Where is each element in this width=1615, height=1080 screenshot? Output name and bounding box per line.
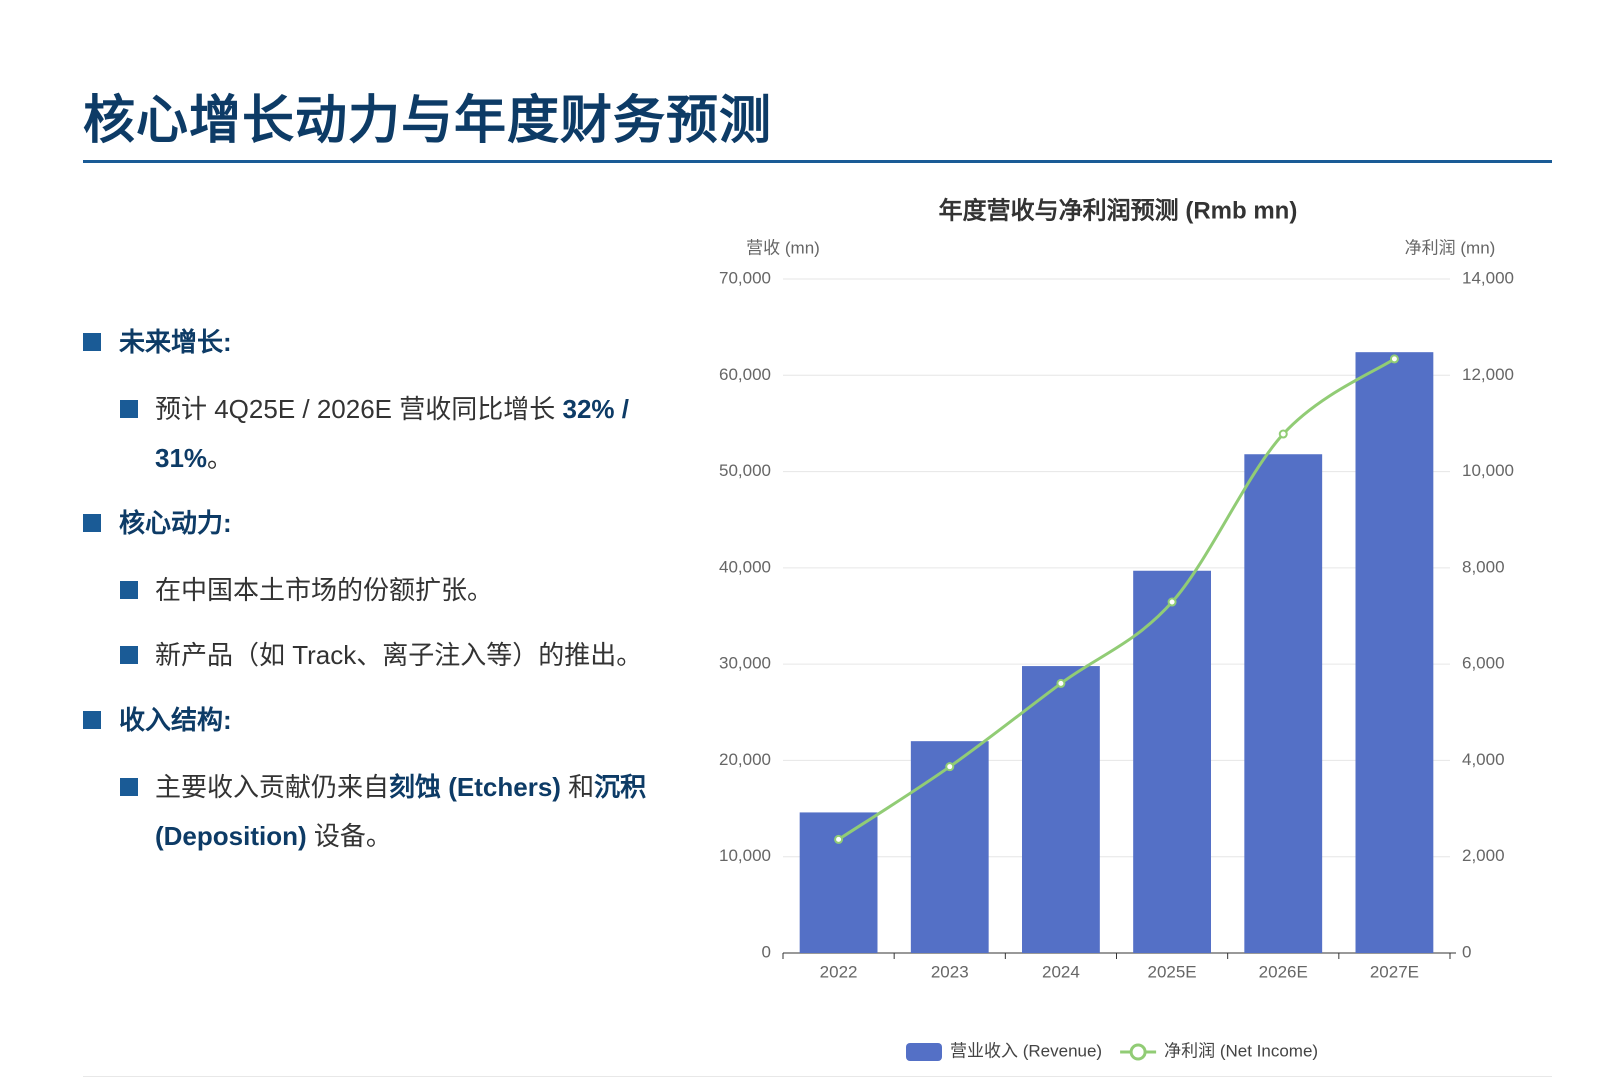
y-tick-label: 50,000 — [719, 461, 771, 480]
title-rule — [83, 160, 1552, 163]
bullet-text: 。 — [207, 443, 234, 473]
line-marker — [1056, 678, 1066, 688]
legend-swatch — [906, 1043, 942, 1061]
chart-title: 年度营收与净利润预测 (Rmb mn) — [939, 196, 1298, 224]
x-tick-label: 2023 — [931, 962, 969, 981]
y-tick-label: 70,000 — [719, 268, 771, 287]
bullet-text: 设备。 — [306, 821, 392, 851]
y2-tick-label: 10,000 — [1462, 461, 1514, 480]
bullet-text: 和 — [560, 772, 595, 802]
y-tick-label: 0 — [762, 942, 771, 961]
bar — [799, 812, 878, 953]
bar — [910, 741, 989, 953]
y2-tick-label: 6,000 — [1462, 654, 1505, 673]
bullet-text: 32% / 31% — [155, 394, 629, 473]
y-tick-label: 30,000 — [719, 654, 771, 673]
line-marker — [1167, 597, 1177, 607]
bullet-text: 在中国本土市场的份额扩张。 — [155, 575, 494, 605]
x-tick-label: 2025E — [1147, 962, 1196, 981]
y2-tick-label: 14,000 — [1462, 268, 1514, 287]
bullet-heading: 未来增长: — [83, 318, 663, 367]
y2-axis-label: 净利润 (mn) — [1405, 238, 1496, 257]
x-tick-label: 2024 — [1042, 962, 1080, 981]
bullet-item: 新产品（如 Track、离子注入等）的推出。 — [83, 631, 663, 680]
footer-rule — [83, 1076, 1552, 1077]
line-marker — [945, 762, 955, 772]
bar — [1355, 352, 1434, 954]
bullet-item: 主要收入贡献仍来自刻蚀 (Etchers) 和沉积 (Deposition) 设… — [83, 763, 663, 861]
bullet-text: 沉积 (Deposition) — [155, 772, 647, 851]
bullet-text: 新产品（如 Track、离子注入等）的推出。 — [155, 640, 643, 670]
bullet-heading: 核心动力: — [83, 499, 663, 548]
line — [837, 357, 1396, 841]
x-tick-label: 2022 — [820, 962, 858, 981]
y-tick-label: 10,000 — [719, 846, 771, 865]
line-marker — [1278, 429, 1288, 439]
y2-tick-label: 12,000 — [1462, 365, 1514, 384]
bar — [1244, 454, 1323, 953]
y-tick-label: 20,000 — [719, 750, 771, 769]
y2-tick-label: 0 — [1462, 942, 1471, 961]
y2-tick-label: 8,000 — [1462, 557, 1505, 576]
x-tick-label: 2026E — [1259, 962, 1308, 981]
y2-tick-label: 2,000 — [1462, 846, 1505, 865]
bullet-text: 主要收入贡献仍来自 — [155, 772, 390, 802]
y-tick-label: 40,000 — [719, 557, 771, 576]
bullet-text: 核心动力: — [119, 508, 232, 538]
y-tick-label: 60,000 — [719, 365, 771, 384]
bullet-text: 收入结构: — [119, 705, 232, 735]
bullet-heading: 收入结构: — [83, 696, 663, 745]
slide-title: 核心增长动力与年度财务预测 — [83, 92, 773, 150]
bar — [1133, 570, 1211, 953]
bullet-text: 刻蚀 (Etchers) — [389, 772, 561, 802]
y-axis-label: 营收 (mn) — [746, 238, 820, 257]
legend-swatch — [1129, 1043, 1147, 1061]
y2-tick-label: 4,000 — [1462, 750, 1505, 769]
legend-label: 净利润 (Net Income) — [1164, 1041, 1318, 1060]
bullet-item: 预计 4Q25E / 2026E 营收同比增长 32% / 31%。 — [83, 385, 663, 483]
legend-label: 营业收入 (Revenue) — [950, 1041, 1102, 1060]
bullet-list: 未来增长: 预计 4Q25E / 2026E 营收同比增长 32% / 31%。核… — [83, 318, 663, 877]
bar — [1022, 666, 1100, 953]
bullet-item: 在中国本土市场的份额扩张。 — [83, 566, 663, 615]
bullet-text: 未来增长: — [119, 327, 232, 357]
line-marker — [834, 834, 844, 844]
bullet-text: 预计 4Q25E / 2026E 营收同比增长 — [155, 394, 563, 424]
line-marker — [1389, 354, 1399, 364]
x-tick-label: 2027E — [1370, 962, 1419, 981]
